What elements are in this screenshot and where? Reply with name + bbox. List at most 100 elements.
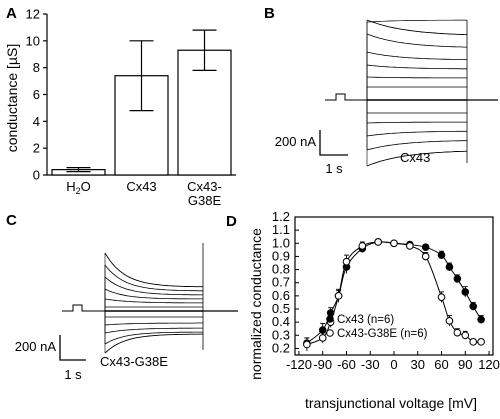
data-point <box>469 302 477 311</box>
current-trace-plot: C 200 nA 1 s Cx43-G38E <box>6 212 238 382</box>
panel-c: C 200 nA 1 s Cx43-G38E <box>0 205 250 414</box>
current-trace <box>104 322 203 326</box>
y-tick-label: 8 <box>33 60 40 75</box>
category-labels: H2O Cx43 Cx43-G38E <box>66 179 222 208</box>
x-tick-label: -30 <box>361 357 380 372</box>
data-points <box>303 238 485 352</box>
x-tick-label: 0 <box>390 357 397 372</box>
trace-label: Cx43 <box>400 150 430 165</box>
y-tick-label: 0.8 <box>272 262 290 277</box>
data-point <box>461 288 470 296</box>
y-axis-label: normalized conductance <box>250 228 264 380</box>
data-point <box>445 263 454 271</box>
y-tick-label: 1.0 <box>272 235 290 250</box>
trace-label: Cx43-G38E <box>100 354 168 369</box>
category-label: H2O <box>66 179 91 196</box>
fit-curves <box>306 241 482 345</box>
current-trace <box>366 19 468 36</box>
y-tick-label: 4 <box>33 114 40 129</box>
current-trace <box>366 130 468 137</box>
current-trace <box>366 121 468 124</box>
bar <box>114 75 169 176</box>
bar-chart: A conductance [µS] 0 2 4 6 8 10 12 H2O Cx43 Cx43… <box>4 5 236 208</box>
bar <box>177 49 232 176</box>
scale-current-label: 200 nA <box>275 134 317 149</box>
y-tick-label: 6 <box>33 87 40 102</box>
data-point <box>421 243 430 252</box>
data-point <box>477 315 485 324</box>
legend: Cx43 (n=6) Cx43-G38E (n=6) <box>326 314 428 340</box>
bars <box>51 29 232 176</box>
current-traces <box>62 243 238 354</box>
current-trace <box>104 333 203 354</box>
y-tick-label: 12 <box>26 7 40 22</box>
y-tick-label: 10 <box>26 33 40 48</box>
panel-a: A conductance [µS] 0 2 4 6 8 10 12 H2O Cx43 Cx43… <box>0 0 250 208</box>
error-bar <box>129 40 154 112</box>
current-traces <box>325 19 498 167</box>
scatter-chart: normalized conductance transjunctional v… <box>248 209 500 411</box>
y-tick-label: 0.5 <box>272 301 290 316</box>
current-trace <box>104 276 203 296</box>
current-trace <box>104 331 203 345</box>
current-trace <box>366 33 467 48</box>
data-point <box>334 292 343 300</box>
data-point <box>445 317 454 325</box>
category-label: G38E <box>188 193 222 205</box>
x-tick-label: 90 <box>458 357 472 372</box>
current-trace <box>366 76 468 79</box>
category-label: Cx43 <box>126 179 156 194</box>
error-bar <box>66 167 91 173</box>
y-tick-label: 0 <box>33 168 40 183</box>
panel-b: B 200 nA 1 s Cx43 <box>250 0 500 205</box>
current-trace <box>366 51 467 60</box>
current-trace <box>366 140 468 151</box>
x-axis-label: transjunctional voltage [mV] <box>305 395 477 411</box>
data-point <box>477 338 485 346</box>
data-point <box>342 257 351 266</box>
y-tick-label: 1.2 <box>272 209 290 224</box>
category-label: Cx43- <box>187 179 222 194</box>
current-trace <box>104 264 203 292</box>
panel-d: normalized conductance transjunctional v… <box>248 205 500 414</box>
y-tick-label: 0.2 <box>272 340 290 355</box>
current-trace <box>366 150 468 167</box>
y-tick-label: 0.6 <box>272 288 290 303</box>
data-point <box>318 334 327 342</box>
data-point <box>437 251 446 259</box>
y-axis-label: conductance [µS] <box>4 44 20 152</box>
voltage-step-trace <box>62 304 105 312</box>
voltage-step-trace <box>325 93 367 101</box>
data-point <box>406 242 414 250</box>
scale-bar: 200 nA 1 s <box>275 130 348 176</box>
y-tick-label: 2 <box>33 141 40 156</box>
axes: 0.20.30.40.50.60.70.80.91.01.11.2 -120 -90… <box>272 209 500 372</box>
x-tick-label: -90 <box>313 357 332 372</box>
legend-label: Cx43 (n=6) <box>337 314 394 326</box>
data-point <box>390 239 398 248</box>
current-trace <box>104 288 203 300</box>
x-tick-label: -120 <box>286 357 312 372</box>
current-trace <box>104 252 204 288</box>
current-trace-plot: B 200 nA 1 s Cx43 <box>264 5 498 176</box>
data-point <box>437 293 446 301</box>
data-point <box>469 338 477 346</box>
scale-bar: 200 nA 1 s <box>15 335 86 382</box>
data-point <box>461 331 470 340</box>
data-point <box>453 328 462 337</box>
panel-label-a: A <box>6 5 17 22</box>
y-tick-label: 0.9 <box>272 248 290 263</box>
y-tick-label: 0.7 <box>272 275 290 290</box>
y-tick-label: 0.3 <box>272 327 290 342</box>
y-tick-label: 0.4 <box>272 314 290 329</box>
legend-label: Cx43-G38E (n=6) <box>337 328 428 340</box>
current-trace <box>104 298 203 304</box>
current-trace <box>366 19 467 23</box>
x-tick-label: 60 <box>434 357 448 372</box>
data-point <box>453 274 462 283</box>
scale-time-label: 1 s <box>64 367 82 382</box>
data-point <box>326 309 335 317</box>
current-trace <box>366 64 467 70</box>
x-tick-label: 30 <box>411 357 425 372</box>
current-trace <box>104 327 203 334</box>
